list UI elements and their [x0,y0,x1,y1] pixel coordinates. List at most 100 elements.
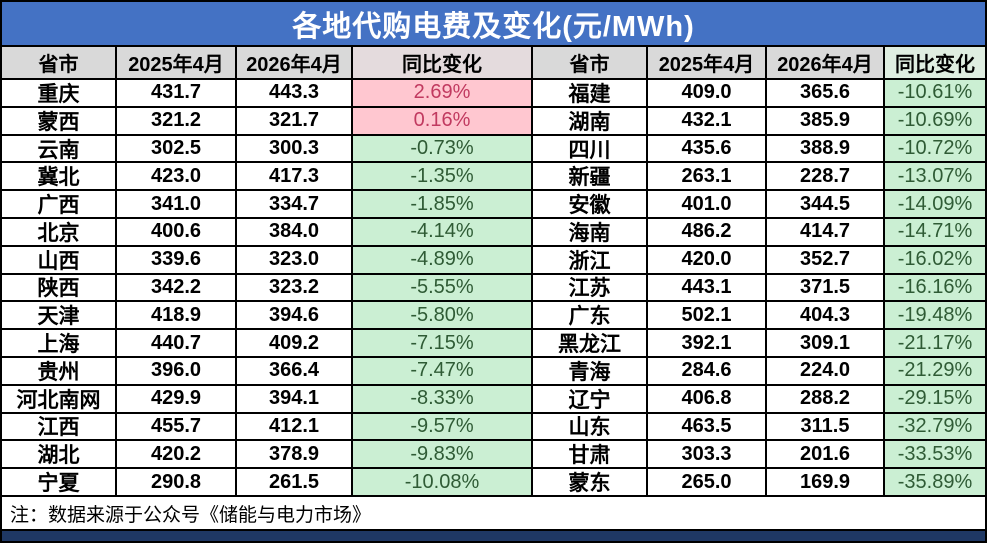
value-2025-cell: 396.0 [117,357,237,386]
change-cell: -9.83% [353,441,533,470]
value-2025-cell: 263.1 [648,163,767,192]
province-cell: 安徽 [533,191,648,219]
value-2026-cell: 224.0 [767,357,885,386]
change-cell: -19.48% [885,302,985,331]
change-cell: -14.71% [885,218,985,247]
header-2026-left: 2026年4月 [237,47,353,80]
value-2026-cell: 385.9 [767,107,885,136]
header-2025-left: 2025年4月 [117,47,237,80]
value-2025-cell: 401.0 [648,191,767,219]
change-cell: -7.47% [353,357,533,386]
change-cell: -10.61% [885,80,985,108]
change-cell: -0.73% [353,135,533,164]
value-2026-cell: 334.7 [237,191,353,219]
value-2026-cell: 417.3 [237,163,353,192]
change-cell: -5.80% [353,302,533,331]
province-cell: 湖南 [533,107,648,136]
change-cell: -5.55% [353,274,533,303]
value-2026-cell: 288.2 [767,385,885,414]
change-cell: -33.53% [885,441,985,470]
value-2025-cell: 302.5 [117,135,237,164]
province-cell: 湖北 [2,441,117,470]
province-cell: 浙江 [533,246,648,275]
change-cell: -14.09% [885,191,985,219]
change-cell: 2.69% [353,80,533,108]
province-cell: 广东 [533,302,648,331]
value-2026-cell: 409.2 [237,330,353,358]
change-cell: -16.02% [885,246,985,275]
province-cell: 陕西 [2,274,117,303]
value-2026-cell: 323.0 [237,246,353,275]
change-cell: -9.57% [353,413,533,442]
value-2026-cell: 394.6 [237,302,353,331]
value-2026-cell: 371.5 [767,274,885,303]
value-2025-cell: 463.5 [648,413,767,442]
value-2026-cell: 201.6 [767,441,885,470]
value-2025-cell: 502.1 [648,302,767,331]
province-cell: 辽宁 [533,385,648,414]
value-2026-cell: 311.5 [767,413,885,442]
value-2025-cell: 443.1 [648,274,767,303]
change-cell: -8.33% [353,385,533,414]
value-2026-cell: 352.7 [767,246,885,275]
header-2026-right: 2026年4月 [767,47,885,80]
value-2026-cell: 366.4 [237,357,353,386]
header-change-right: 同比变化 [885,47,985,80]
header-2025-right: 2025年4月 [648,47,767,80]
table-title: 各地代购电费及变化(元/MWh) [292,10,695,43]
value-2026-cell: 261.5 [237,469,353,497]
province-cell: 天津 [2,302,117,331]
province-cell: 山东 [533,413,648,442]
province-cell: 北京 [2,218,117,247]
value-2025-cell: 435.6 [648,135,767,164]
header-change-left: 同比变化 [353,47,533,80]
value-2026-cell: 404.3 [767,302,885,331]
value-2025-cell: 339.6 [117,246,237,275]
value-2026-cell: 414.7 [767,218,885,247]
value-2026-cell: 384.0 [237,218,353,247]
value-2025-cell: 423.0 [117,163,237,192]
value-2026-cell: 344.5 [767,191,885,219]
value-2025-cell: 420.2 [117,441,237,470]
value-2026-cell: 309.1 [767,330,885,358]
change-cell: -10.69% [885,107,985,136]
province-cell: 青海 [533,357,648,386]
value-2026-cell: 323.2 [237,274,353,303]
province-cell: 河北南网 [2,385,117,414]
province-cell: 海南 [533,218,648,247]
value-2025-cell: 429.9 [117,385,237,414]
value-2025-cell: 321.2 [117,107,237,136]
price-table-grid: 省市 2025年4月 2026年4月 同比变化 省市 2025年4月 2026年… [2,47,985,497]
value-2026-cell: 443.3 [237,80,353,108]
change-cell: -32.79% [885,413,985,442]
header-province-left: 省市 [2,47,117,80]
change-cell: -4.14% [353,218,533,247]
value-2025-cell: 406.8 [648,385,767,414]
province-cell: 蒙东 [533,469,648,497]
value-2025-cell: 392.1 [648,330,767,358]
value-2025-cell: 440.7 [117,330,237,358]
value-2025-cell: 265.0 [648,469,767,497]
change-cell: 0.16% [353,107,533,136]
change-cell: -10.72% [885,135,985,164]
change-cell: -7.15% [353,330,533,358]
value-2025-cell: 431.7 [117,80,237,108]
change-cell: -35.89% [885,469,985,497]
value-2026-cell: 394.1 [237,385,353,414]
change-cell: -1.85% [353,191,533,219]
value-2025-cell: 284.6 [648,357,767,386]
province-cell: 上海 [2,330,117,358]
province-cell: 江西 [2,413,117,442]
value-2026-cell: 321.7 [237,107,353,136]
value-2025-cell: 342.2 [117,274,237,303]
value-2025-cell: 400.6 [117,218,237,247]
value-2026-cell: 228.7 [767,163,885,192]
province-cell: 云南 [2,135,117,164]
value-2025-cell: 303.3 [648,441,767,470]
change-cell: -21.17% [885,330,985,358]
province-cell: 贵州 [2,357,117,386]
source-note: 注：数据来源于公众号《储能与电力市场》 [2,497,985,531]
header-province-right: 省市 [533,47,648,80]
value-2026-cell: 412.1 [237,413,353,442]
value-2026-cell: 169.9 [767,469,885,497]
